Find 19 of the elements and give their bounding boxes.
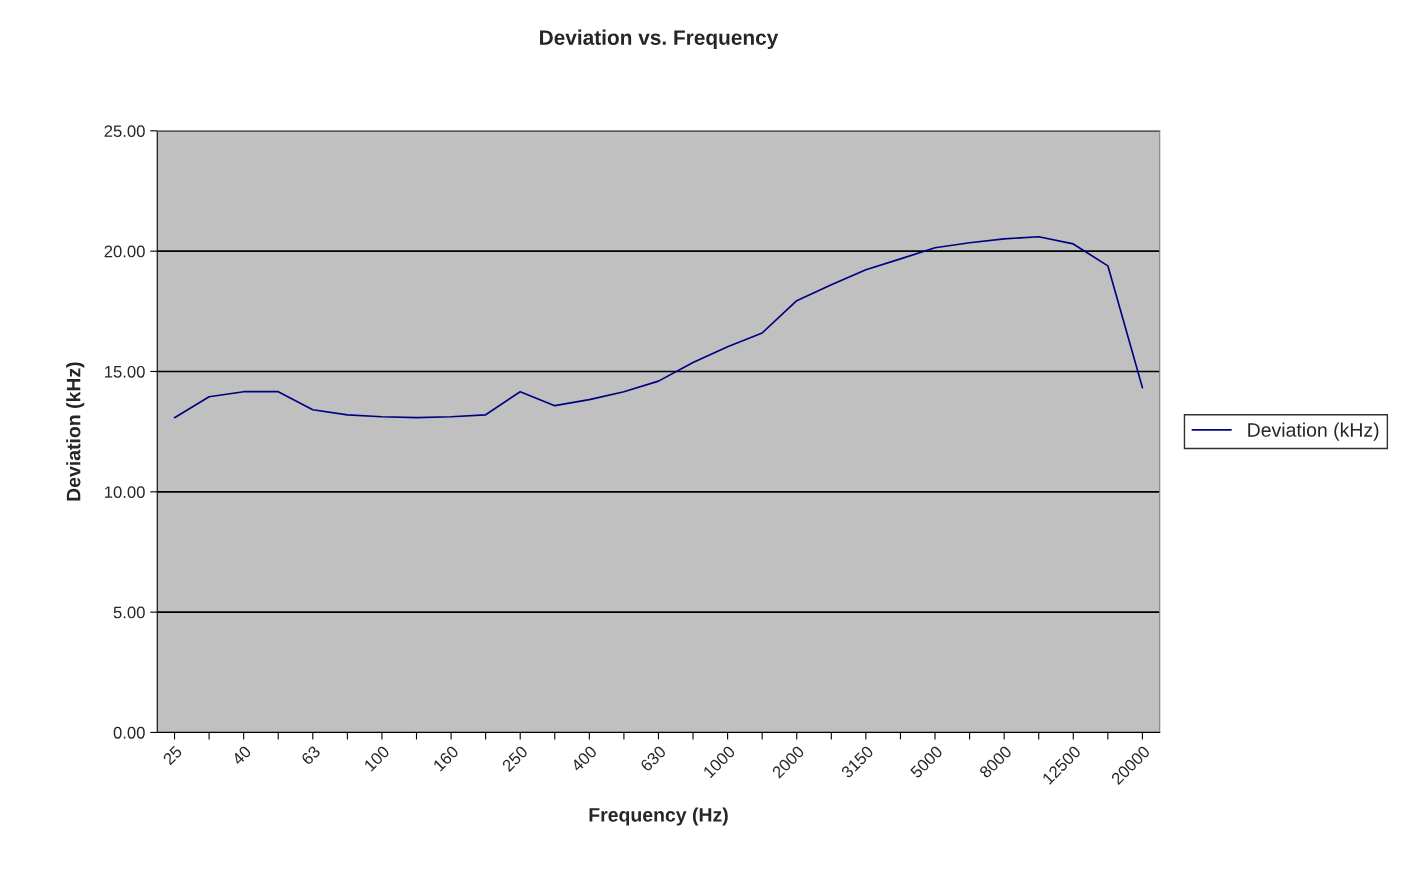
y-tick-label: 20.00 [104,245,145,258]
x-tick-label: 25 [162,745,183,766]
x-tick-label: 100 [363,745,391,772]
legend-label: Deviation (kHz) [1248,422,1379,441]
x-tick-label: 400 [570,745,598,773]
y-tick-label: 0.00 [113,726,145,739]
y-tick-label: 25.00 [104,125,145,138]
y-tick-label: 10.00 [105,486,145,499]
chart-title: Deviation vs. Frequency [540,29,779,50]
x-tick-label: 63 [300,745,321,766]
y-tick-label: 15.00 [105,365,145,378]
x-tick-label: 160 [432,745,460,772]
x-tick-label: 40 [231,745,252,766]
x-tick-label: 630 [639,745,667,772]
y-tick-label: 5.00 [113,606,145,619]
y-axis-title: Deviation (kHz) [66,362,85,501]
x-tick-label: 250 [501,745,529,772]
x-axis-title: Frequency (Hz) [589,807,728,826]
line-series [173,235,1144,419]
